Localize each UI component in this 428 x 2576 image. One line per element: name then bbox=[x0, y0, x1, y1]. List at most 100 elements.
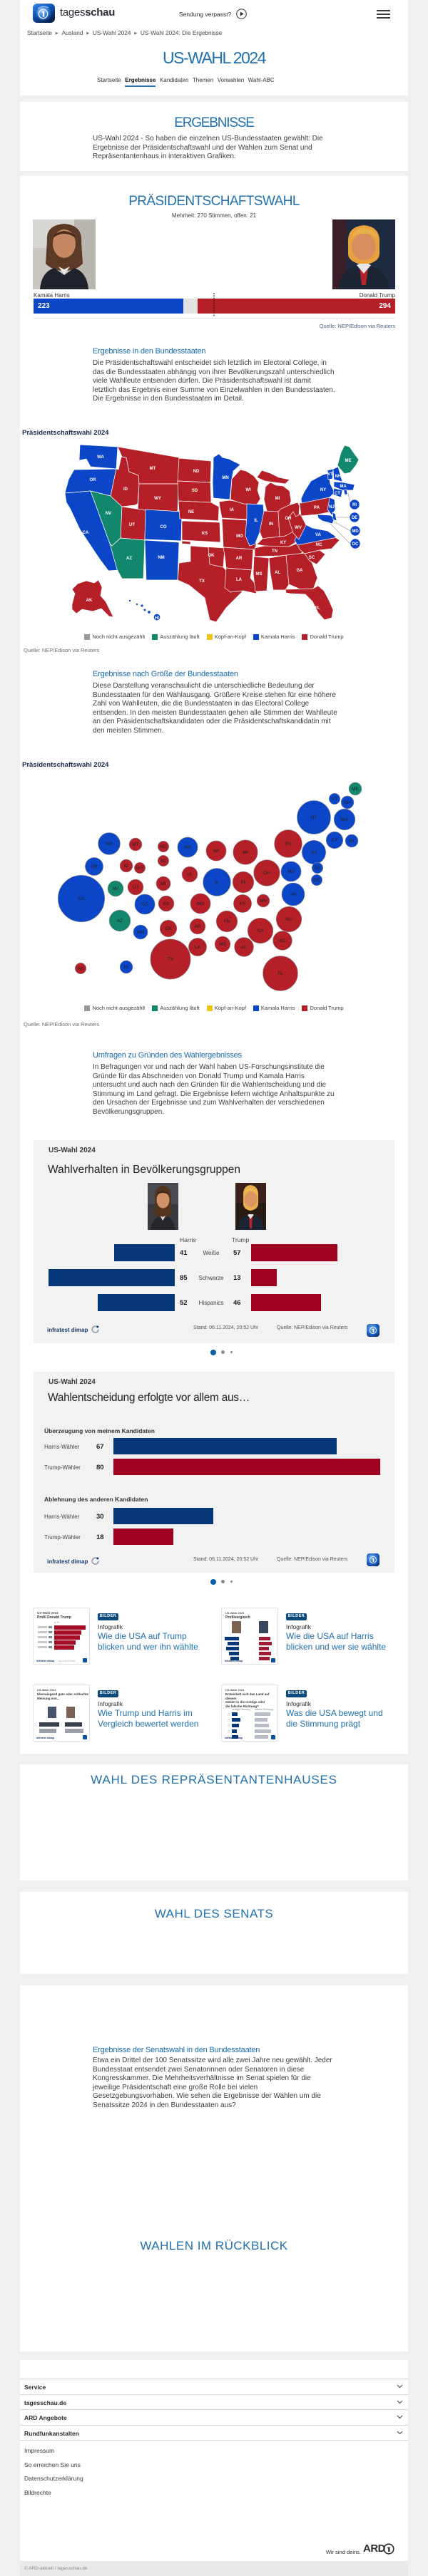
svg-text:SD: SD bbox=[192, 489, 198, 493]
svg-text:RI: RI bbox=[352, 503, 357, 507]
svg-text:MS: MS bbox=[219, 942, 226, 947]
svg-text:CO: CO bbox=[141, 902, 148, 907]
svg-text:OK: OK bbox=[208, 554, 215, 558]
svg-text:MD: MD bbox=[287, 869, 295, 874]
svg-text:NC: NC bbox=[285, 917, 292, 922]
svg-text:FL: FL bbox=[315, 606, 320, 611]
svg-text:VT: VT bbox=[327, 472, 333, 477]
svg-text:IA: IA bbox=[188, 872, 193, 877]
svg-text:DE: DE bbox=[352, 516, 357, 520]
svg-text:ME: ME bbox=[345, 459, 352, 463]
svg-text:HI: HI bbox=[124, 965, 129, 970]
svg-text:NY: NY bbox=[310, 815, 317, 820]
svg-text:HI: HI bbox=[155, 616, 159, 621]
svg-text:KY: KY bbox=[240, 901, 246, 906]
svg-text:IL: IL bbox=[254, 519, 258, 523]
svg-text:CO: CO bbox=[160, 525, 167, 529]
svg-text:MA: MA bbox=[340, 485, 347, 489]
svg-text:NE: NE bbox=[188, 510, 194, 514]
svg-text:VT: VT bbox=[332, 797, 337, 802]
svg-text:AK: AK bbox=[86, 599, 93, 603]
svg-text:NH: NH bbox=[335, 475, 342, 479]
svg-text:CA: CA bbox=[78, 896, 85, 901]
svg-text:AL: AL bbox=[241, 945, 247, 950]
svg-text:IA: IA bbox=[230, 508, 235, 512]
svg-text:WI: WI bbox=[213, 849, 219, 854]
svg-text:NJ: NJ bbox=[311, 850, 317, 855]
svg-text:NM: NM bbox=[158, 556, 164, 560]
svg-text:GA: GA bbox=[297, 569, 304, 573]
svg-text:NV: NV bbox=[106, 512, 111, 516]
svg-text:ND: ND bbox=[193, 470, 200, 474]
svg-text:IL: IL bbox=[215, 880, 219, 885]
svg-text:TN: TN bbox=[272, 549, 277, 554]
svg-text:UT: UT bbox=[133, 885, 139, 890]
svg-text:IN: IN bbox=[241, 880, 246, 885]
svg-text:MT: MT bbox=[150, 467, 156, 471]
svg-text:ME: ME bbox=[352, 787, 359, 792]
svg-text:MI: MI bbox=[243, 850, 248, 855]
svg-text:SC: SC bbox=[279, 938, 285, 943]
svg-text:MA: MA bbox=[341, 817, 348, 822]
svg-text:NV: NV bbox=[112, 886, 119, 891]
svg-text:SC: SC bbox=[309, 556, 315, 560]
svg-text:VA: VA bbox=[315, 533, 322, 537]
svg-text:PA: PA bbox=[314, 506, 320, 510]
svg-text:GA: GA bbox=[257, 929, 264, 933]
svg-text:CA: CA bbox=[83, 531, 89, 535]
svg-text:KY: KY bbox=[280, 541, 286, 545]
svg-text:MN: MN bbox=[222, 476, 228, 480]
svg-text:RI: RI bbox=[350, 839, 355, 844]
svg-text:WI: WI bbox=[245, 488, 251, 492]
svg-text:WY: WY bbox=[154, 497, 161, 501]
svg-text:NC: NC bbox=[316, 543, 322, 547]
svg-text:IN: IN bbox=[269, 522, 273, 527]
svg-text:MN: MN bbox=[184, 845, 191, 850]
svg-text:WA: WA bbox=[106, 842, 113, 847]
svg-text:KS: KS bbox=[202, 532, 208, 536]
svg-text:CT: CT bbox=[332, 838, 338, 843]
svg-text:OH: OH bbox=[263, 871, 270, 876]
svg-text:MO: MO bbox=[197, 901, 204, 906]
svg-text:ND: ND bbox=[160, 844, 167, 849]
svg-text:UT: UT bbox=[129, 523, 135, 527]
svg-text:OK: OK bbox=[165, 926, 172, 931]
svg-text:OH: OH bbox=[285, 517, 292, 521]
svg-text:OR: OR bbox=[90, 478, 97, 482]
svg-text:NE: NE bbox=[160, 881, 167, 886]
svg-text:AK: AK bbox=[78, 966, 84, 971]
svg-text:MI: MI bbox=[275, 497, 280, 501]
svg-text:MD: MD bbox=[352, 529, 359, 534]
svg-text:AR: AR bbox=[194, 924, 200, 929]
svg-text:DE: DE bbox=[314, 866, 321, 871]
svg-text:NY: NY bbox=[320, 488, 326, 492]
svg-text:WV: WV bbox=[260, 899, 268, 904]
svg-text:TX: TX bbox=[168, 957, 174, 962]
svg-text:WV: WV bbox=[295, 526, 302, 530]
svg-text:NJ: NJ bbox=[329, 505, 335, 509]
svg-text:DC: DC bbox=[352, 542, 359, 547]
svg-text:PA: PA bbox=[285, 842, 292, 847]
svg-text:WA: WA bbox=[97, 455, 104, 460]
svg-text:AL: AL bbox=[275, 571, 280, 575]
svg-text:AZ: AZ bbox=[126, 557, 132, 561]
svg-text:FL: FL bbox=[277, 971, 283, 976]
svg-text:TN: TN bbox=[224, 919, 230, 924]
svg-text:ID: ID bbox=[124, 864, 129, 869]
svg-text:LA: LA bbox=[236, 578, 243, 582]
svg-text:AZ: AZ bbox=[117, 919, 123, 924]
svg-text:NH: NH bbox=[344, 800, 351, 805]
svg-text:VA: VA bbox=[290, 892, 297, 897]
svg-text:AR: AR bbox=[236, 557, 243, 561]
svg-text:MO: MO bbox=[236, 534, 243, 539]
svg-text:ID: ID bbox=[123, 487, 128, 492]
svg-text:MS: MS bbox=[256, 572, 263, 576]
svg-text:TX: TX bbox=[199, 579, 205, 584]
svg-text:WY: WY bbox=[136, 866, 144, 871]
svg-text:DC: DC bbox=[313, 878, 320, 883]
svg-text:CT: CT bbox=[335, 492, 340, 496]
svg-text:LA: LA bbox=[195, 945, 201, 950]
svg-text:MT: MT bbox=[132, 842, 138, 847]
svg-text:OR: OR bbox=[91, 864, 98, 869]
svg-text:NM: NM bbox=[137, 930, 144, 935]
